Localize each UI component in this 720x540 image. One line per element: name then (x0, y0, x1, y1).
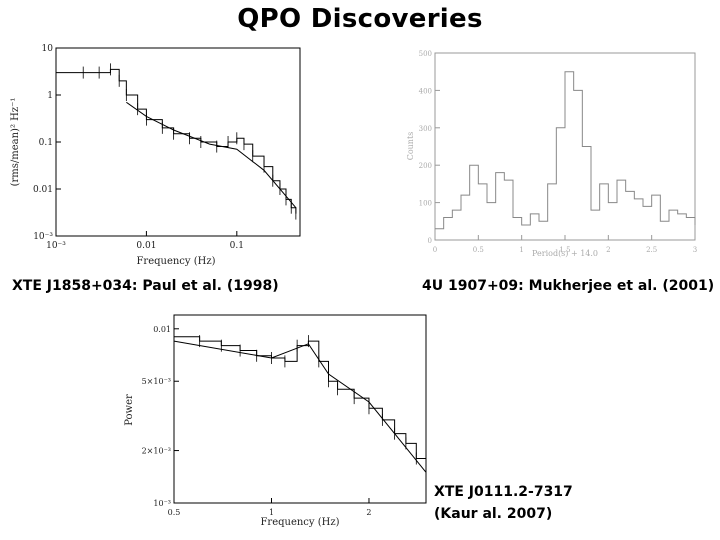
chart-3-ytick-label: 10⁻³ (153, 499, 171, 508)
chart-3: 0.5 1 2 0.01 5×10⁻³ 2×10⁻³ 10⁻³ Frequency (Hz)… (124, 314, 427, 528)
chart-1: 10⁻³ 0.01 0.1 10 1 0.1 0.01 10⁻³ Frequency (Hz)… (10, 44, 301, 267)
chart-2: 0 0.5 1 1.5 2 2.5 3 500 400 300 200 100 0 Period(s) … (406, 50, 697, 258)
figure-2-periodogram: 0 0.5 1 1.5 2 2.5 3 500 400 300 200 100 0 Period(s) … (405, 48, 705, 260)
chart-2-xtick-label: 0 (433, 246, 437, 254)
figure-3-caption-line1: XTE J0111.2-7317 (434, 484, 573, 500)
chart-3-ytick-label: 2×10⁻³ (142, 447, 171, 456)
figure-1-caption: XTE J1858+034: Paul et al. (1998) (12, 278, 279, 294)
chart-3-ytick-label: 0.01 (153, 325, 171, 334)
chart-3-model-curve (173, 340, 427, 473)
chart-1-ytick-label: 0.1 (39, 138, 53, 148)
figure-3-power-spectrum: 0.5 1 2 0.01 5×10⁻³ 2×10⁻³ 10⁻³ Frequency (Hz)… (122, 310, 432, 535)
chart-2-data-series (435, 71, 696, 230)
chart-2-xtick-label: 1 (519, 246, 523, 254)
chart-2-ytick-label: 100 (419, 200, 432, 208)
slide-title: QPO Discoveries (237, 4, 483, 34)
chart-2-ytick-label: 300 (419, 125, 432, 133)
chart-2-xtick-label: 0.5 (473, 246, 484, 254)
chart-1-ytick-label: 10⁻³ (33, 232, 53, 242)
chart-2-ytick-label: 200 (419, 162, 432, 170)
figure-1-power-spectrum: 10⁻³ 0.01 0.1 10 1 0.1 0.01 10⁻³ Frequency (Hz)… (6, 40, 306, 275)
chart-3-data-series (174, 336, 427, 473)
chart-2-ytick-label: 500 (419, 50, 432, 58)
chart-1-data-series (56, 68, 297, 214)
figure-2-caption: 4U 1907+09: Mukherjee et al. (2001) (422, 278, 715, 294)
figure-3-caption-line2: (Kaur al. 2007) (434, 506, 553, 522)
chart-2-ylabel: Counts (406, 132, 415, 161)
chart-2-xtick-label: 2.5 (646, 246, 657, 254)
chart-3-xtick-label: 0.5 (168, 508, 181, 517)
chart-2-ytick-label: 0 (428, 237, 432, 245)
chart-1-ytick-label: 1 (47, 91, 53, 101)
chart-2-xtick-label: 2 (606, 246, 610, 254)
chart-2-xtick-label: 1.5 (559, 246, 570, 254)
chart-1-ylabel: (rms/mean)² Hz⁻¹ (10, 98, 21, 187)
chart-1-ytick-label: 10 (42, 44, 54, 54)
chart-1-xtick-label: 10⁻³ (46, 241, 66, 251)
chart-3-ylabel: Power (124, 394, 135, 426)
chart-3-frame (173, 314, 427, 504)
chart-1-xtick-label: 0.01 (136, 241, 156, 251)
chart-2-xlabel: Period(s) + 14.0 (532, 249, 598, 258)
chart-1-xtick-label: 0.1 (230, 241, 244, 251)
chart-1-ytick-label: 0.01 (33, 185, 53, 195)
chart-1-xlabel: Frequency (Hz) (136, 256, 215, 267)
chart-1-frame (55, 47, 301, 237)
chart-3-xtick-label: 2 (366, 508, 371, 517)
chart-2-xtick-label: 3 (693, 246, 697, 254)
chart-3-ytick-label: 5×10⁻³ (142, 377, 171, 386)
chart-3-xlabel: Frequency (Hz) (260, 517, 339, 528)
chart-1-model-curve (126, 101, 297, 209)
chart-2-ytick-label: 400 (419, 87, 432, 95)
chart-3-xtick-label: 1 (269, 508, 274, 517)
